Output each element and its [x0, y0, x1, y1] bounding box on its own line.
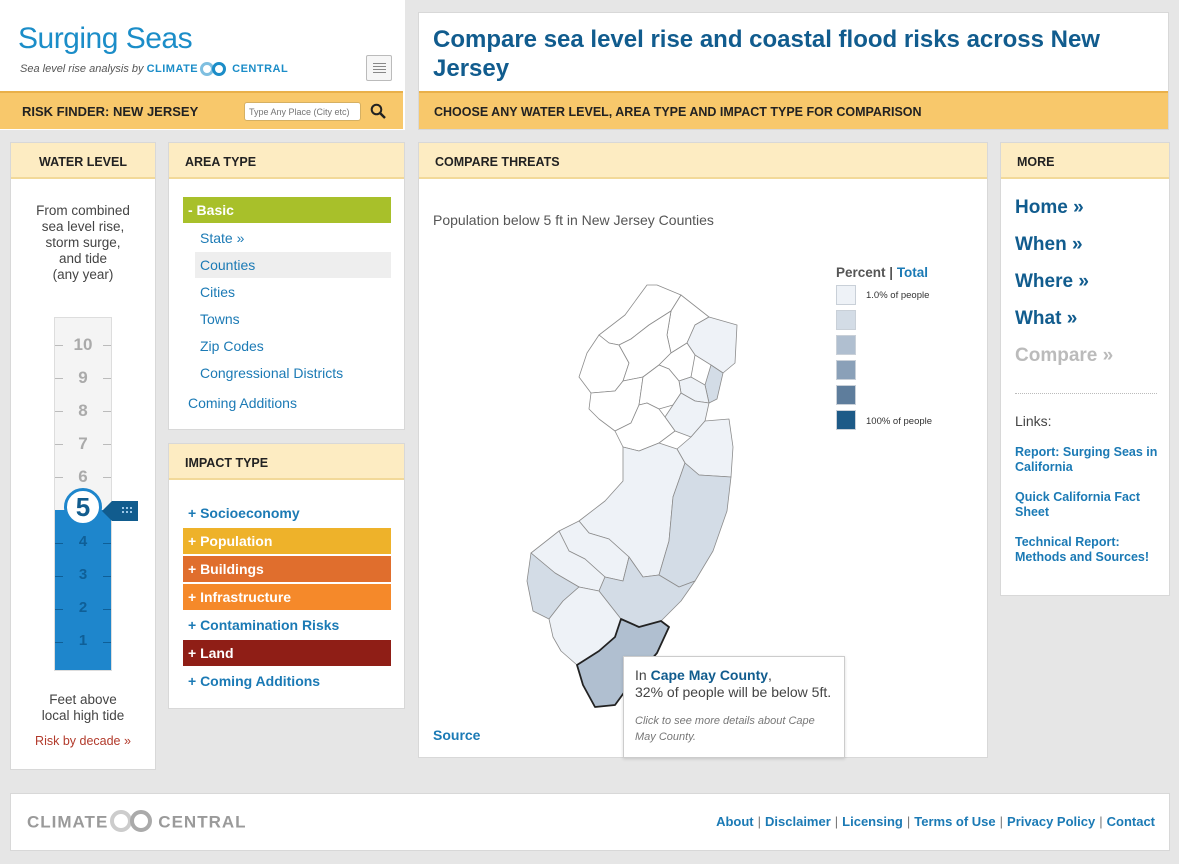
footer-privacy-link[interactable]: Privacy Policy: [1007, 814, 1096, 829]
impact-population[interactable]: + Population: [183, 528, 391, 554]
area-item-congressional-districts[interactable]: Congressional Districts: [200, 365, 344, 381]
report-link[interactable]: Report: Surging Seas in California: [1015, 445, 1158, 474]
impact-type-heading: IMPACT TYPE: [169, 444, 404, 480]
legend-high-label: 100% of people: [866, 416, 933, 427]
county-tooltip[interactable]: In Cape May County, 32% of people will b…: [623, 656, 845, 758]
links-heading: Links:: [1015, 413, 1052, 429]
risk-by-decade-link[interactable]: Risk by decade »: [35, 734, 131, 748]
area-coming-additions[interactable]: Coming Additions: [188, 395, 297, 411]
tick-label: 4: [55, 533, 111, 553]
nav-when-link[interactable]: When »: [1015, 234, 1083, 255]
water-level-description: From combined sea level rise, storm surg…: [36, 203, 130, 282]
site-tagline: Sea level rise analysis by CLIMATE CENTRA…: [20, 62, 289, 76]
tick-label: 6: [55, 467, 111, 487]
place-search-input[interactable]: [244, 102, 361, 121]
page-header: Compare sea level rise and coastal flood…: [418, 12, 1169, 130]
magnifier-icon[interactable]: [370, 103, 386, 119]
tooltip-county-name: Cape May County: [650, 667, 769, 683]
tick-label: 2: [55, 599, 111, 619]
risk-finder-label: RISK FINDER: NEW JERSEY: [22, 104, 199, 119]
footer-terms-link[interactable]: Terms of Use: [914, 814, 996, 829]
water-level-heading: WATER LEVEL: [11, 143, 155, 179]
county-region[interactable]: [704, 364, 724, 404]
tooltip-statistic: 32% of people will be below 5ft.: [635, 684, 832, 700]
climate-central-logo-icon: [110, 810, 156, 832]
county-region[interactable]: [686, 316, 738, 374]
compare-threats-heading: COMPARE THREATS: [419, 143, 987, 179]
nav-home-link[interactable]: Home »: [1015, 197, 1084, 218]
legend-swatch: [836, 385, 856, 405]
page-title: Compare sea level rise and coastal flood…: [433, 26, 1100, 82]
area-type-heading: AREA TYPE: [169, 143, 404, 179]
footer-licensing-link[interactable]: Licensing: [842, 814, 903, 829]
divider: [1015, 393, 1157, 394]
area-item-cities[interactable]: Cities: [200, 284, 236, 300]
nav-compare-link[interactable]: Compare »: [1015, 345, 1114, 366]
fact-sheet-link[interactable]: Quick California Fact Sheet: [1015, 490, 1141, 519]
nav-what-link[interactable]: What »: [1015, 308, 1078, 329]
more-heading: MORE: [1001, 143, 1169, 179]
water-level-panel: WATER LEVEL From combined sea level rise…: [10, 142, 156, 770]
footer-contact-link[interactable]: Contact: [1106, 814, 1155, 829]
area-item-counties[interactable]: Counties: [195, 252, 391, 278]
impact-type-panel: IMPACT TYPE + Socioeconomy + Population …: [168, 443, 405, 709]
tick-label: 8: [55, 401, 111, 421]
selected-water-level[interactable]: 5: [64, 488, 102, 526]
instruction-bar: CHOOSE ANY WATER LEVEL, AREA TYPE AND IM…: [419, 91, 1168, 129]
climate-central-logo-icon: [200, 62, 230, 76]
technical-report-link[interactable]: Technical Report: Methods and Sources!: [1015, 535, 1150, 564]
nav-where-link[interactable]: Where »: [1015, 271, 1089, 292]
list-icon[interactable]: [366, 55, 392, 81]
footer-logo[interactable]: CLIMATE CENTRAL: [27, 810, 247, 834]
source-link[interactable]: Source: [433, 727, 481, 743]
tick-label: 9: [55, 368, 111, 388]
legend-percent-toggle[interactable]: Percent: [836, 265, 886, 280]
footer-disclaimer-link[interactable]: Disclaimer: [765, 814, 831, 829]
legend-swatch: [836, 335, 856, 355]
grip-icon[interactable]: [102, 501, 138, 521]
tooltip-hint: Click to see more details about Cape May…: [635, 715, 815, 743]
legend-swatch: [836, 410, 856, 430]
new-jersey-county-map[interactable]: [519, 281, 849, 721]
area-item-zip-codes[interactable]: Zip Codes: [200, 338, 264, 354]
area-item-state[interactable]: State »: [200, 230, 245, 246]
legend-swatch: [836, 310, 856, 330]
water-level-slider[interactable]: 10 9 8 7 6 4 3 2 1: [54, 317, 112, 671]
tick-label: 1: [55, 632, 111, 652]
footer-links: About | Disclaimer | Licensing | Terms of Use |…: [716, 814, 1155, 829]
more-panel: MORE Home » When » Where » What » Compar…: [1000, 142, 1170, 596]
brand-panel: Surging Seas Sea level rise analysis by …: [0, 0, 405, 130]
tick-label: 7: [55, 434, 111, 454]
legend-swatch: [836, 285, 856, 305]
legend-low-label: 1.0% of people: [866, 290, 930, 301]
impact-coming-additions[interactable]: + Coming Additions: [188, 673, 321, 689]
footer: CLIMATE CENTRAL About | Disclaimer | Licensin…: [10, 793, 1170, 851]
footer-about-link[interactable]: About: [716, 814, 754, 829]
tick-label: 10: [55, 335, 111, 355]
impact-infrastructure[interactable]: + Infrastructure: [183, 584, 391, 610]
water-level-units: Feet above local high tide: [41, 692, 125, 723]
map-title: Population below 5 ft in New Jersey Coun…: [433, 212, 714, 228]
area-group-basic[interactable]: - Basic: [183, 197, 391, 223]
area-item-towns[interactable]: Towns: [200, 311, 240, 327]
tick-label: 3: [55, 566, 111, 586]
legend-header: Percent | Total: [836, 265, 929, 280]
risk-finder-bar: RISK FINDER: NEW JERSEY: [0, 91, 403, 129]
legend-swatch: [836, 360, 856, 380]
impact-buildings[interactable]: + Buildings: [183, 556, 391, 582]
impact-land[interactable]: + Land: [183, 640, 391, 666]
area-type-panel: AREA TYPE - Basic State » Counties Citie…: [168, 142, 405, 430]
impact-contamination-risks[interactable]: + Contamination Risks: [188, 617, 340, 633]
water-level-fill: [55, 510, 111, 670]
legend-total-toggle[interactable]: Total: [896, 265, 929, 280]
instruction-text: CHOOSE ANY WATER LEVEL, AREA TYPE AND IM…: [434, 105, 922, 119]
site-logo[interactable]: Surging Seas: [18, 22, 193, 55]
compare-threats-panel: COMPARE THREATS Population below 5 ft in…: [418, 142, 988, 758]
impact-socioeconomy[interactable]: + Socioeconomy: [188, 505, 300, 521]
